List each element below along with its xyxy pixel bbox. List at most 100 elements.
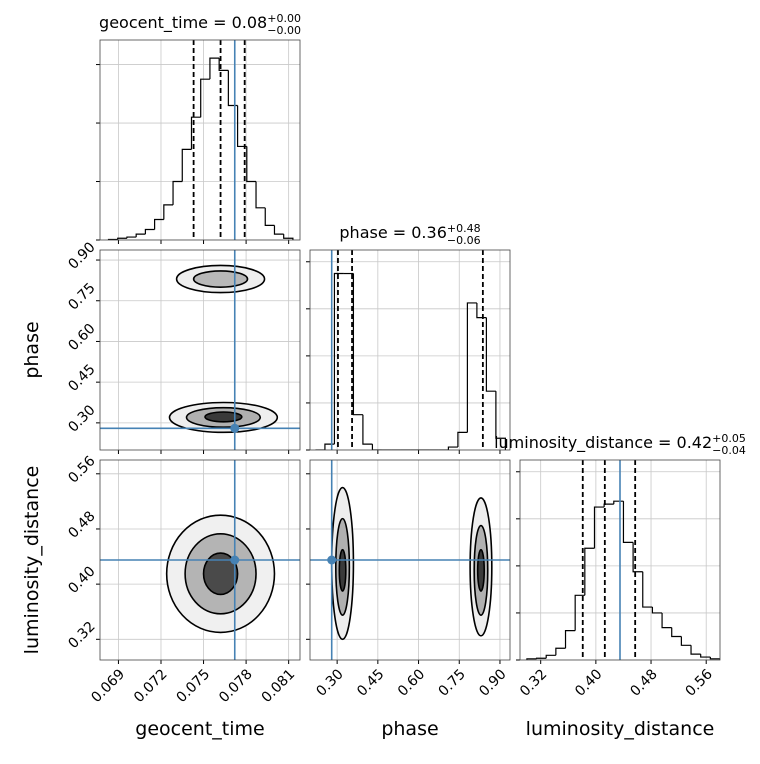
hist-bin bbox=[172, 180, 183, 205]
panel bbox=[100, 250, 300, 450]
y-tick-label: 0.90 bbox=[65, 239, 98, 272]
hist-bin bbox=[200, 78, 210, 118]
hist-bin bbox=[535, 657, 547, 659]
frame bbox=[309, 249, 511, 451]
hist-bin bbox=[593, 506, 605, 549]
hist-bin bbox=[236, 105, 247, 148]
title-main: phase = 0.36 bbox=[339, 223, 446, 242]
hist-bin bbox=[680, 636, 692, 646]
x-tick-label: 0.072 bbox=[131, 666, 171, 706]
y-tick-label: 0.45 bbox=[65, 361, 98, 394]
panel bbox=[520, 460, 720, 660]
hist-bin bbox=[622, 501, 634, 543]
y-tick-label: 0.48 bbox=[65, 508, 98, 541]
hist-bin bbox=[352, 273, 363, 416]
hist-bin bbox=[495, 391, 506, 450]
hist-bin bbox=[163, 204, 174, 220]
frame bbox=[99, 39, 301, 241]
x-tick-label: 0.90 bbox=[476, 666, 509, 699]
title-main: geocent_time = 0.08 bbox=[99, 13, 267, 33]
x-axis-label: geocent_time bbox=[135, 718, 264, 740]
hist-bin bbox=[574, 594, 585, 631]
x-tick-label: 0.075 bbox=[174, 666, 214, 706]
contour bbox=[202, 552, 239, 596]
panel-title: geocent_time = 0.08+0.00 −0.00 bbox=[99, 12, 301, 37]
frame bbox=[99, 459, 301, 661]
title-sup: +0.05 bbox=[712, 432, 746, 445]
y-tick-label: 0.75 bbox=[65, 280, 98, 313]
x-tick-label: 0.48 bbox=[627, 666, 660, 699]
hist-bin bbox=[181, 148, 192, 182]
title-main: luminosity_distance = 0.42 bbox=[494, 433, 712, 453]
frame bbox=[309, 459, 511, 661]
y-tick-label: 0.56 bbox=[65, 453, 98, 486]
panel bbox=[310, 250, 510, 450]
hist-bin bbox=[709, 657, 720, 660]
hist-bin bbox=[273, 225, 284, 235]
hist-bin bbox=[218, 58, 229, 72]
hist-bin bbox=[555, 647, 566, 656]
y-tick-label: 0.40 bbox=[65, 563, 98, 596]
x-axis-label: phase bbox=[381, 718, 438, 740]
hist-bin bbox=[209, 57, 220, 80]
panel bbox=[100, 40, 300, 240]
hist-bin bbox=[447, 446, 458, 450]
hist-bin bbox=[690, 645, 701, 655]
x-tick-label: 0.56 bbox=[683, 666, 716, 699]
hist-bin bbox=[457, 431, 468, 448]
hist-bin bbox=[362, 414, 373, 445]
hist-bin bbox=[545, 654, 556, 659]
y-tick-label: 0.32 bbox=[65, 619, 98, 652]
contour bbox=[476, 548, 486, 592]
x-tick-label: 0.40 bbox=[572, 666, 605, 699]
panel bbox=[100, 460, 300, 660]
x-tick-label: 0.60 bbox=[395, 666, 428, 699]
hist-bin bbox=[584, 547, 595, 596]
x-tick-label: 0.069 bbox=[88, 666, 128, 706]
title-sup: +0.00 bbox=[267, 12, 301, 25]
y-axis-label: phase bbox=[21, 321, 43, 378]
truth-point bbox=[230, 555, 240, 565]
x-tick-label: 0.75 bbox=[436, 666, 469, 699]
hist-bin bbox=[154, 218, 164, 230]
hist-bin bbox=[466, 302, 477, 433]
hist-bin bbox=[476, 302, 487, 319]
title-sub: −0.04 bbox=[712, 444, 746, 457]
contour bbox=[192, 270, 249, 288]
hist-bin bbox=[613, 500, 624, 505]
contour bbox=[338, 548, 347, 592]
hist-bin bbox=[642, 571, 653, 608]
hist-bin bbox=[135, 233, 146, 238]
hist-bin bbox=[283, 234, 294, 240]
hist-bin bbox=[371, 444, 382, 450]
x-tick-label: 0.078 bbox=[216, 666, 256, 706]
hist-bin bbox=[632, 542, 643, 573]
hist-bin bbox=[227, 70, 238, 107]
truth-point bbox=[327, 555, 337, 565]
hist-bin bbox=[117, 237, 127, 240]
hist-bin bbox=[333, 272, 344, 445]
y-tick-label: 0.30 bbox=[65, 402, 98, 435]
y-axis-label: luminosity_distance bbox=[21, 466, 43, 655]
hist-bin bbox=[661, 612, 672, 629]
title-sub: −0.06 bbox=[447, 234, 481, 247]
hist-bin bbox=[126, 236, 137, 239]
hist-bin bbox=[255, 181, 266, 209]
frame bbox=[99, 249, 301, 451]
hist-bin bbox=[324, 443, 335, 450]
hist-bin bbox=[651, 607, 663, 614]
x-tick-label: 0.081 bbox=[259, 666, 299, 706]
hist-bin bbox=[144, 228, 155, 235]
contour bbox=[204, 411, 243, 423]
x-tick-label: 0.32 bbox=[517, 666, 550, 699]
hist-bin bbox=[671, 627, 682, 638]
hist-bin bbox=[564, 629, 576, 649]
panel bbox=[310, 460, 510, 660]
panel-title: phase = 0.36+0.48 −0.06 bbox=[339, 222, 480, 247]
title-sub: −0.00 bbox=[267, 24, 301, 37]
hist-bin bbox=[246, 146, 257, 183]
hist-bin bbox=[485, 317, 496, 392]
x-axis-label: luminosity_distance bbox=[526, 718, 715, 740]
x-tick-label: 0.45 bbox=[354, 666, 387, 699]
